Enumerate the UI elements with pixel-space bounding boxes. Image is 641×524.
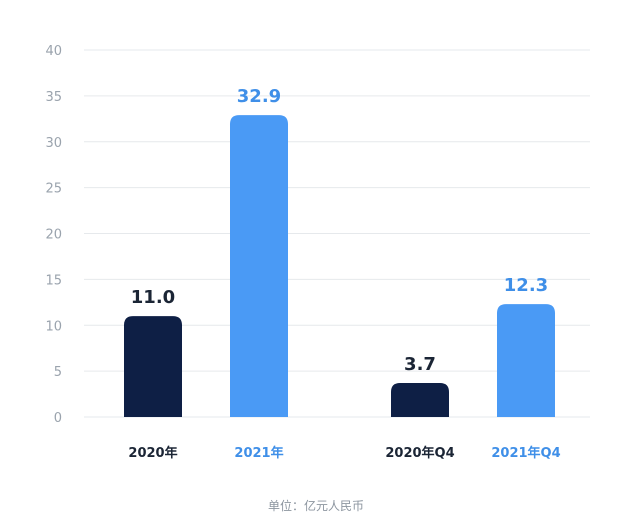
bar-2020年Q4: [391, 383, 449, 417]
y-tick-label: 10: [45, 319, 62, 334]
y-axis-ticks: 0 5 10 15 20 25 30 35 40: [45, 44, 62, 426]
value-labels: 11.0 32.9 3.7 12.3: [131, 86, 548, 375]
category-labels: 2020年 2021年 2020年Q4 2021年Q4: [128, 445, 560, 461]
bar-2021年Q4: [497, 304, 555, 417]
value-label: 32.9: [237, 86, 281, 107]
category-label: 2021年: [234, 445, 283, 461]
y-tick-label: 30: [45, 136, 62, 151]
value-label: 11.0: [131, 287, 175, 308]
bar-2021年: [230, 115, 288, 417]
bar-2020年: [124, 316, 182, 417]
category-label: 2020年: [128, 445, 177, 461]
y-tick-label: 25: [45, 182, 62, 197]
bars: [124, 115, 555, 417]
y-tick-label: 5: [54, 365, 62, 380]
y-tick-label: 15: [45, 273, 62, 288]
y-tick-label: 20: [45, 228, 62, 243]
category-label: 2020年Q4: [385, 445, 454, 461]
y-tick-label: 35: [45, 90, 62, 105]
y-tick-label: 0: [54, 411, 62, 426]
y-tick-label: 40: [45, 44, 62, 59]
value-label: 12.3: [504, 275, 548, 296]
value-label: 3.7: [404, 354, 436, 375]
unit-note: 单位：亿元人民币: [268, 498, 364, 513]
category-label: 2021年Q4: [491, 445, 560, 461]
